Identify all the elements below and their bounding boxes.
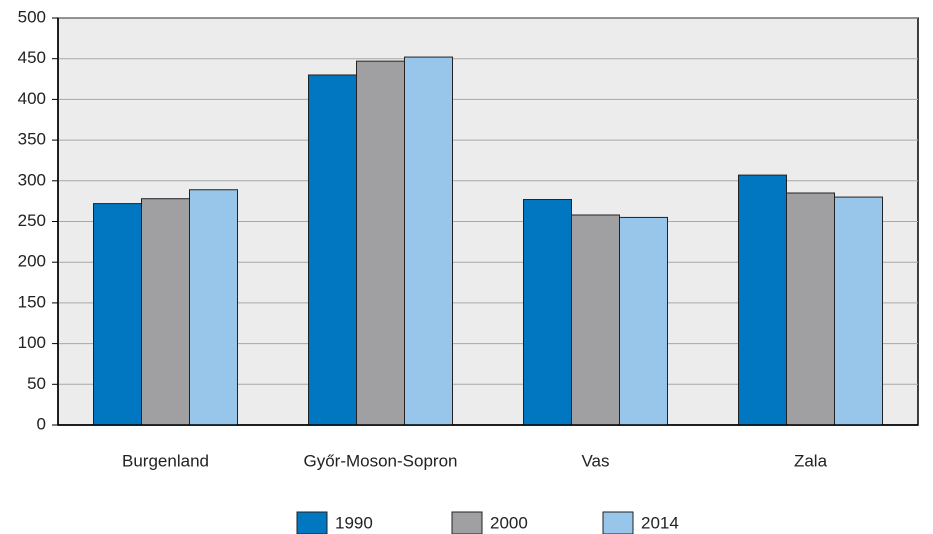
y-tick-label: 0 xyxy=(37,414,46,433)
y-tick-label: 500 xyxy=(18,7,46,26)
bar xyxy=(93,203,142,426)
bar xyxy=(141,198,190,426)
bar xyxy=(308,74,357,426)
x-tick-label: Győr-Moson-Sopron xyxy=(303,451,457,470)
bar xyxy=(738,174,787,426)
y-tick-label: 350 xyxy=(18,130,46,149)
y-tick-label: 250 xyxy=(18,211,46,230)
bar xyxy=(786,192,835,426)
legend-label: 2000 xyxy=(490,513,528,532)
y-tick-label: 150 xyxy=(18,292,46,311)
legend-swatch xyxy=(451,511,483,534)
x-tick-label: Burgenland xyxy=(122,451,209,470)
y-tick-label: 450 xyxy=(18,48,46,67)
y-tick-label: 200 xyxy=(18,252,46,271)
bar xyxy=(523,199,572,426)
y-tick-label: 300 xyxy=(18,170,46,189)
bar xyxy=(571,214,620,426)
y-tick-label: 400 xyxy=(18,89,46,108)
bar xyxy=(189,189,238,426)
bar xyxy=(356,60,405,426)
y-tick-label: 50 xyxy=(27,374,46,393)
legend-label: 1990 xyxy=(335,513,373,532)
bar xyxy=(404,56,453,426)
y-tick-label: 100 xyxy=(18,333,46,352)
bar xyxy=(834,196,883,426)
legend-swatch xyxy=(296,511,328,534)
x-tick-label: Zala xyxy=(794,451,828,470)
legend-label: 2014 xyxy=(641,513,679,532)
x-tick-label: Vas xyxy=(581,451,609,470)
bar xyxy=(619,216,668,426)
legend-swatch xyxy=(602,511,634,534)
